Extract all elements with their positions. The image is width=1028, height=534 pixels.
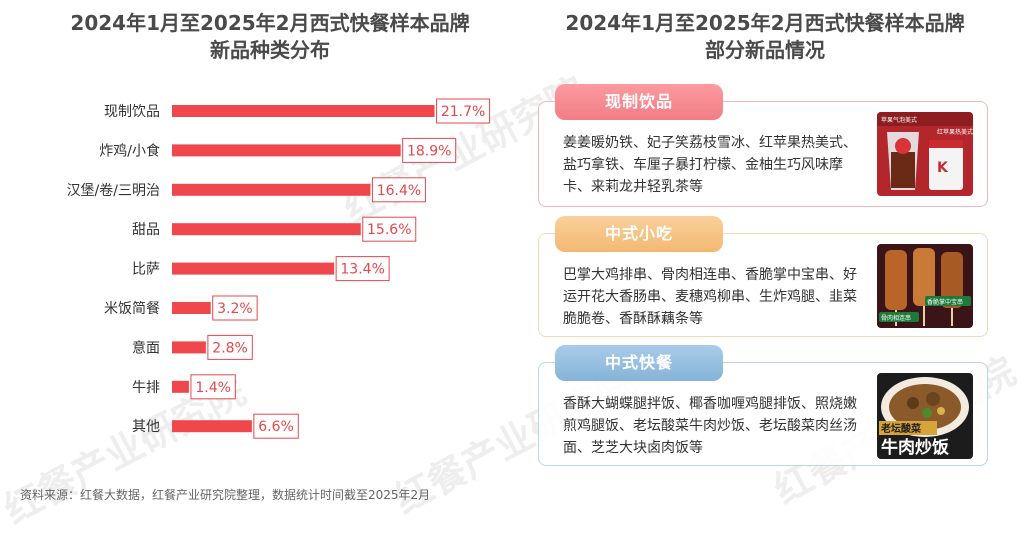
svg-text:K: K [937, 160, 949, 176]
card-meals-pill: 中式快餐 [555, 345, 723, 381]
value-label-box [212, 295, 258, 321]
value-label-box [371, 177, 426, 203]
right-panel-title: 2024年1月至2025年2月西式快餐样本品牌 部分新品情况 [565, 11, 965, 62]
bar [172, 341, 206, 354]
value-label-box [335, 256, 390, 282]
bar [172, 420, 252, 433]
source-note: 资料来源：红餐大数据，红餐产业研究院整理，数据统计时间截至2025年2月 [20, 488, 431, 502]
left-chart-title: 2024年1月至2025年2月西式快餐样本品牌 新品种类分布 [70, 11, 470, 62]
snacks-photo-caption-1: 骨肉相连串 [881, 314, 911, 322]
meals-photo-caption-2: 牛肉炒饭 [881, 437, 949, 458]
card-meals: 中式快餐 香酥大蝴蝶腿拌饭、椰香咖喱鸡腿排饭、照烧嫩煎鸡腿饭、老坛酸菜牛肉炒饭、… [538, 345, 988, 466]
bar [172, 380, 189, 393]
bar-chart: 现制饮品 21.7% 炸鸡/小食 18.9% 汉堡/卷/三明治 16.4% 甜品 15.6% 比… [67, 98, 491, 439]
value-label: 3.2% [217, 301, 253, 317]
value-label-box [253, 413, 299, 439]
category-label: 甜品 [132, 222, 160, 238]
snacks-photo: 骨肉相连串 香脆掌中宝串 [877, 244, 973, 328]
value-label-box [362, 216, 417, 242]
value-label-box [436, 98, 491, 124]
value-label: 18.9% [407, 143, 451, 159]
bar [172, 105, 435, 117]
card-drinks: 现制饮品 姜姜暖奶铁、妃子笑荔枝雪冰、红苹果热美式、盐巧拿铁、车厘子暴打柠檬、金… [538, 84, 988, 207]
value-label-box [207, 334, 253, 360]
card-drinks-text: 姜姜暖奶铁、妃子笑荔枝雪冰、红苹果热美式、盐巧拿铁、车厘子暴打柠檬、金柚生巧风味… [563, 135, 857, 195]
value-label: 6.6% [258, 419, 294, 435]
value-label: 1.4% [195, 380, 231, 396]
category-label: 比萨 [132, 262, 160, 278]
category-label: 汉堡/卷/三明治 [67, 183, 160, 199]
category-label: 意面 [132, 339, 160, 356]
value-label-box [402, 137, 457, 163]
drinks-photo-caption-2: 红苹果热美式 [937, 128, 973, 136]
value-label: 15.6% [367, 222, 411, 238]
drinks-photo: 苹果气泡美式 红苹果热美式 K [877, 112, 973, 196]
card-meals-text: 香酥大蝴蝶腿拌饭、椰香咖喱鸡腿排饭、照烧嫩煎鸡腿饭、老坛酸菜牛肉炒饭、老坛酸菜肉… [563, 396, 857, 456]
bar [172, 144, 401, 157]
category-label: 米饭简餐 [104, 300, 160, 317]
meals-photo: 老坛酸菜 牛肉炒饭 [877, 373, 973, 459]
category-label: 炸鸡/小食 [99, 142, 160, 159]
bar [172, 183, 371, 196]
category-label: 现制饮品 [104, 104, 160, 120]
value-label: 21.7% [441, 104, 485, 120]
value-label-box [190, 374, 236, 400]
card-drinks-pill: 现制饮品 [555, 84, 723, 120]
snacks-photo-caption-2: 香脆掌中宝串 [927, 298, 963, 306]
card-snacks-text: 巴掌大鸡排串、骨肉相连串、香脆掌中宝串、好运开花大香肠串、麦穗鸡柳串、生炸鸡腿、… [563, 267, 857, 327]
value-label: 13.4% [340, 262, 384, 278]
meals-photo-caption-1: 老坛酸菜 [880, 422, 922, 435]
drinks-photo-caption-1: 苹果气泡美式 [881, 116, 917, 124]
bar [172, 223, 361, 236]
category-label: 牛排 [132, 380, 160, 396]
card-snacks: 中式小吃 巴掌大鸡排串、骨肉相连串、香脆掌中宝串、好运开花大香肠串、麦穗鸡柳串、… [538, 216, 988, 337]
value-label: 16.4% [377, 183, 421, 199]
value-label: 2.8% [212, 340, 248, 356]
bar [172, 302, 211, 314]
bar [172, 262, 335, 275]
card-snacks-pill: 中式小吃 [555, 216, 723, 252]
category-label: 其他 [132, 419, 160, 435]
